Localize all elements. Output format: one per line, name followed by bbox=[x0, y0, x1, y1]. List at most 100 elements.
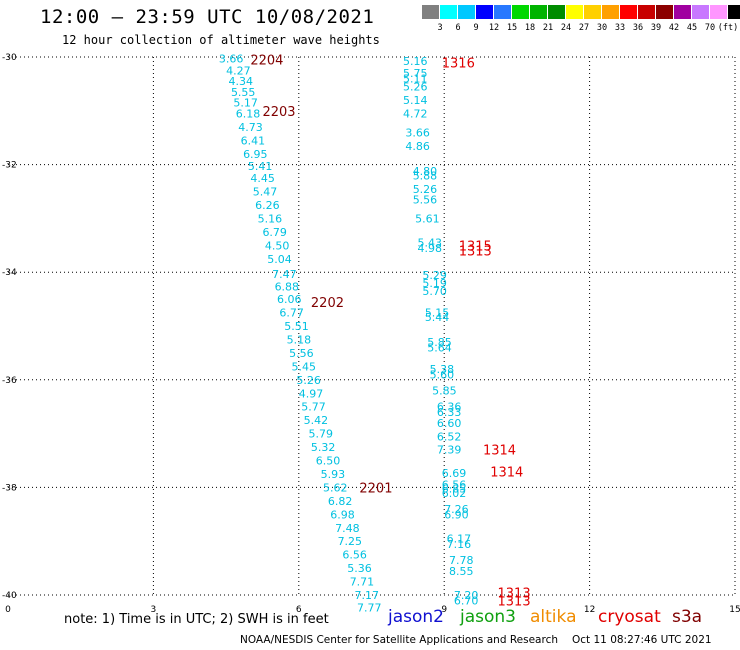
legend-label: 3 bbox=[437, 23, 443, 33]
satellite-jason2-label: jason2 bbox=[388, 607, 444, 627]
wave-height-point: 5.26 bbox=[403, 81, 428, 94]
wave-height-point: 5.38 bbox=[430, 363, 455, 376]
legend-label: 21 bbox=[542, 23, 554, 33]
legend-label: 36 bbox=[632, 23, 644, 33]
pass-annotation: 1313 bbox=[498, 586, 531, 601]
wave-height-point: 6.95 bbox=[243, 148, 268, 161]
wave-height-point: 5.19 bbox=[422, 277, 447, 290]
wave-height-point: 5.60 bbox=[430, 368, 455, 381]
legend-swatch bbox=[674, 5, 692, 19]
wave-height-point: 4.98 bbox=[418, 242, 443, 255]
wave-height-point: 6.26 bbox=[255, 199, 280, 212]
wave-height-point: 7.77 bbox=[357, 601, 382, 614]
wave-height-point: 6.41 bbox=[241, 134, 266, 147]
legend-label: 45 bbox=[686, 23, 698, 33]
legend-swatch bbox=[476, 5, 494, 19]
wave-height-point: 7.39 bbox=[437, 444, 462, 457]
wave-height-point: 5.36 bbox=[347, 562, 372, 575]
wave-height-point: 7.26 bbox=[444, 503, 469, 516]
legend-label: 18 bbox=[524, 23, 536, 33]
legend-label: 42 bbox=[668, 23, 680, 33]
wave-height-point: 5.45 bbox=[292, 360, 317, 373]
pass-annotation: 2203 bbox=[262, 105, 295, 120]
x-tick-label: 6 bbox=[296, 605, 302, 615]
wave-height-point: 6.36 bbox=[437, 401, 462, 414]
wave-height-point: 5.55 bbox=[231, 86, 256, 99]
legend-label: 27 bbox=[578, 23, 590, 33]
legend-swatch bbox=[584, 5, 602, 19]
wave-height-point: 6.17 bbox=[447, 533, 472, 546]
wave-height-point: 4.72 bbox=[403, 107, 428, 120]
legend-label: 70 bbox=[704, 23, 716, 33]
wave-height-point: 5.77 bbox=[301, 401, 326, 414]
wave-height-point: 7.47 bbox=[272, 268, 297, 281]
wave-height-point: 6.85 bbox=[442, 482, 467, 495]
wave-height-point: 6.56 bbox=[342, 549, 367, 562]
wave-height-point: 5.42 bbox=[304, 414, 329, 427]
footer: NOAA/NESDIS Center for Satellite Applica… bbox=[240, 634, 712, 646]
pass-annotation: 1314 bbox=[490, 465, 523, 480]
wave-height-point: 4.45 bbox=[250, 172, 274, 185]
wave-height-point: 5.47 bbox=[253, 186, 277, 199]
wave-height-point: 6.77 bbox=[279, 307, 304, 320]
wave-height-point: 5.29 bbox=[422, 269, 447, 282]
footer-timestamp: Oct 11 08:27:46 UTC 2021 bbox=[572, 634, 712, 646]
legend-label: 12 bbox=[488, 23, 500, 33]
wave-height-point: 5.26 bbox=[413, 183, 438, 196]
legend-label: 9 bbox=[473, 23, 479, 33]
wave-height-point: 5.04 bbox=[267, 253, 292, 266]
legend-label: 39 bbox=[650, 23, 662, 33]
legend-label: 6 bbox=[455, 23, 461, 33]
footer-credit: NOAA/NESDIS Center for Satellite Applica… bbox=[240, 634, 558, 646]
wave-height-point: 5.44 bbox=[425, 311, 450, 324]
pass-annotation: 2201 bbox=[359, 481, 392, 496]
wave-height-point: 7.25 bbox=[338, 535, 363, 548]
wave-height-point: 6.88 bbox=[275, 281, 300, 294]
legend-swatch bbox=[530, 5, 548, 19]
wave-height-point: 5.62 bbox=[323, 481, 348, 494]
satellite-cryosat-label: cryosat bbox=[598, 607, 661, 627]
wave-height-point: 7.17 bbox=[355, 589, 380, 602]
wave-height-point: 7.78 bbox=[449, 554, 474, 567]
legend-swatch bbox=[638, 5, 656, 19]
wave-height-point: 7.16 bbox=[447, 538, 472, 551]
wave-height-point: 6.69 bbox=[442, 467, 467, 480]
wave-height-point: 6.02 bbox=[442, 487, 467, 500]
wave-height-point: 8.55 bbox=[449, 565, 474, 578]
y-tick-label: -36 bbox=[2, 376, 17, 386]
satellite-jason3-label: jason3 bbox=[460, 607, 516, 627]
y-tick-label: -38 bbox=[2, 483, 17, 493]
pass-annotation: 1315 bbox=[459, 239, 492, 254]
wave-height-point: 4.73 bbox=[238, 121, 263, 134]
wave-height-point: 5.75 bbox=[403, 67, 428, 80]
wave-height-point: 6.70 bbox=[454, 594, 479, 607]
pass-annotation: 2202 bbox=[311, 296, 344, 311]
wave-height-point: 7.20 bbox=[454, 589, 479, 602]
legend-swatch bbox=[512, 5, 530, 19]
wave-height-point: 6.82 bbox=[328, 495, 353, 508]
wave-height-point: 4.27 bbox=[226, 64, 251, 77]
chart-title: 12:00 – 23:59 UTC 10/08/2021 bbox=[40, 6, 375, 28]
wave-height-point: 4.80 bbox=[413, 165, 438, 178]
note-text: note: 1) Time is in UTC; 2) SWH is in fe… bbox=[64, 612, 329, 627]
wave-height-point: 5.56 bbox=[289, 347, 314, 360]
wave-height-point: 7.71 bbox=[350, 576, 375, 589]
chart-subtitle: 12 hour collection of altimeter wave hei… bbox=[62, 33, 380, 47]
pass-annotation: 1314 bbox=[483, 444, 516, 459]
wave-height-point: 5.64 bbox=[427, 342, 452, 355]
wave-height-point: 5.79 bbox=[308, 428, 333, 441]
legend-swatch bbox=[728, 5, 740, 19]
wave-height-point: 5.85 bbox=[427, 336, 452, 349]
wave-height-point: 5.88 bbox=[413, 169, 438, 182]
wave-height-point: 5.51 bbox=[284, 320, 309, 333]
legend-swatch bbox=[656, 5, 674, 19]
y-tick-label: -32 bbox=[2, 161, 17, 171]
wave-height-point: 5.16 bbox=[403, 55, 428, 68]
y-tick-label: -34 bbox=[2, 268, 17, 278]
wave-height-point: 4.34 bbox=[229, 75, 254, 88]
legend-swatch bbox=[602, 5, 620, 19]
satellite-altika-label: altika bbox=[530, 607, 577, 627]
wave-height-point: 5.85 bbox=[432, 385, 457, 398]
